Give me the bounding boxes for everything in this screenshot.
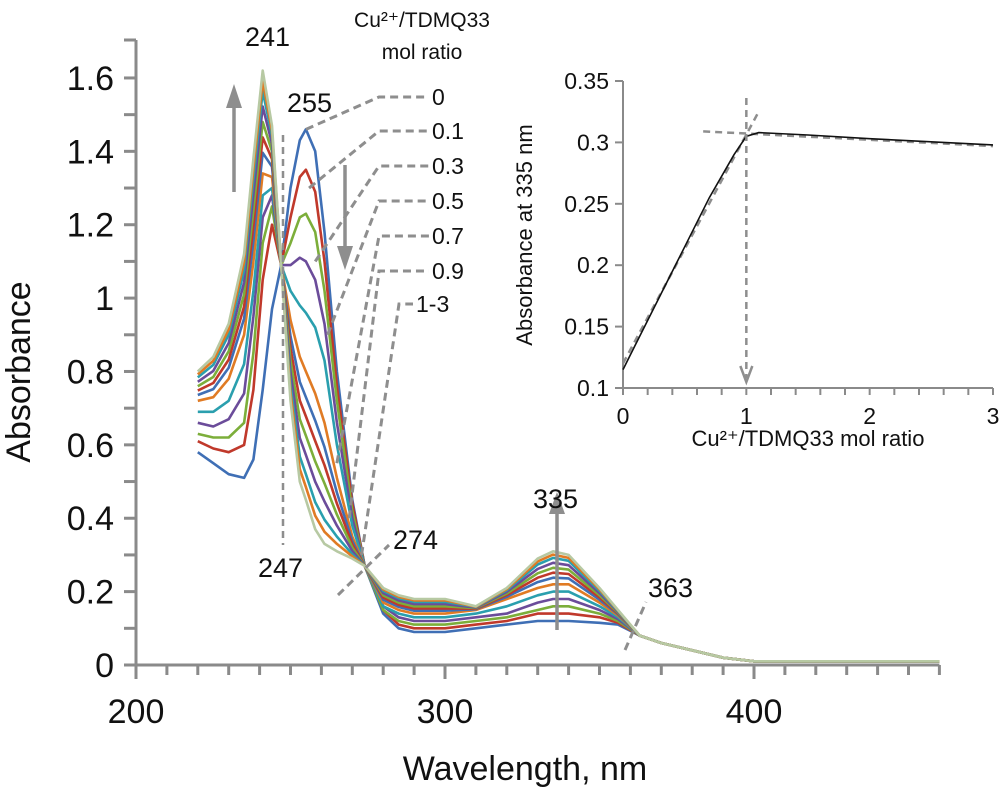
inset-axes: 0.1 0.15 0.2 0.25 0.3 0.35 0 1 2 3 [564,68,999,429]
inset-y-tick-label: 0.15 [564,314,609,340]
annotations: 241 255 247 274 335 363 [226,22,693,651]
legend-entry-0.9: 0.9 [432,258,464,284]
y-tick-label: 1.6 [67,60,114,98]
arrow-head-335 [549,492,565,514]
inset-fit-line [703,130,994,148]
inset-y-tick-label: 0.1 [577,375,609,401]
legend-entry-1-3: 1-3 [416,291,449,317]
y-tick-label: 1 [95,280,114,318]
inset-y-tick-label: 0.3 [577,129,609,155]
x-axis-title: Wavelength, nm [403,750,647,788]
legend-title-line2: mol ratio [382,41,463,64]
isosbestic-marker-274 [336,543,391,597]
y-tick-label: 0 [95,647,114,685]
legend-callout-line [313,164,429,263]
equivalence-arrow-head [739,365,754,386]
peak-label-335: 335 [533,484,578,514]
legend-entry-0: 0 [432,84,445,110]
inset-y-axis-title: Absorbance at 335 nm [512,124,537,345]
curve-ratio-0.1 [197,168,940,663]
y-tick-label: 0.8 [67,353,114,391]
x-tick-label: 400 [726,693,783,731]
legend-entry-0.3: 0.3 [432,153,464,179]
legend-entry-0.5: 0.5 [432,188,464,214]
isosbestic-marker-363 [623,601,648,651]
y-tick-label: 0.2 [67,574,114,612]
legend-entry-0.1: 0.1 [432,118,464,144]
x-tick-label: 200 [108,693,165,731]
isosbestic-label-274: 274 [393,525,438,555]
inset-chart: 0.1 0.15 0.2 0.25 0.3 0.35 0 1 2 3 Absorbance at … [512,68,999,451]
inset-x-tick-label: 0 [617,403,630,429]
legend-callout-line [360,302,413,556]
inset-marks [621,98,994,386]
isosbestic-label-247: 247 [258,553,303,583]
legend-callout-line [308,129,429,190]
legend-callout-line [326,199,429,336]
inset-data-line [622,131,994,370]
legend-callout-line [335,234,429,464]
inset-y-tick-label: 0.35 [564,68,609,94]
inset-x-tick-label: 1 [740,403,753,429]
legend-title-line1: Cu²⁺/TDMQ33 [354,9,490,32]
isosbestic-label-363: 363 [648,573,693,603]
y-tick-label: 1.4 [67,133,114,171]
y-tick-label: 0.4 [67,500,114,538]
peak-label-255: 255 [287,88,332,118]
curve-ratio-1-3 [196,69,940,663]
y-tick-label: 1.2 [67,207,114,245]
legend: Cu²⁺/TDMQ33 mol ratio 0 0.1 0.3 0.5 0.7 0.9 1-… [305,9,490,556]
inset-x-axis-title: Cu²⁺/TDMQ33 mol ratio [692,426,925,451]
legend-callout-line [347,269,429,519]
curve-ratio-0.9 [197,172,940,663]
inset-x-tick-label: 3 [987,403,1000,429]
y-axis-title: Absorbance [0,281,38,462]
arrow-head-241 [226,84,242,108]
legend-entry-0.7: 0.7 [432,223,464,249]
peak-label-241: 241 [245,22,290,52]
y-tick-label: 0.6 [67,427,114,465]
legend-callout-line [305,95,429,131]
legend-entries: 0 0.1 0.3 0.5 0.7 0.9 1-3 [305,84,464,556]
inset-y-tick-label: 0.2 [577,252,609,278]
x-tick-label: 300 [417,693,474,731]
inset-x-tick-label: 2 [863,403,876,429]
arrow-head-255 [337,246,353,270]
spectra-curves [196,69,940,663]
inset-y-tick-label: 0.25 [564,191,609,217]
